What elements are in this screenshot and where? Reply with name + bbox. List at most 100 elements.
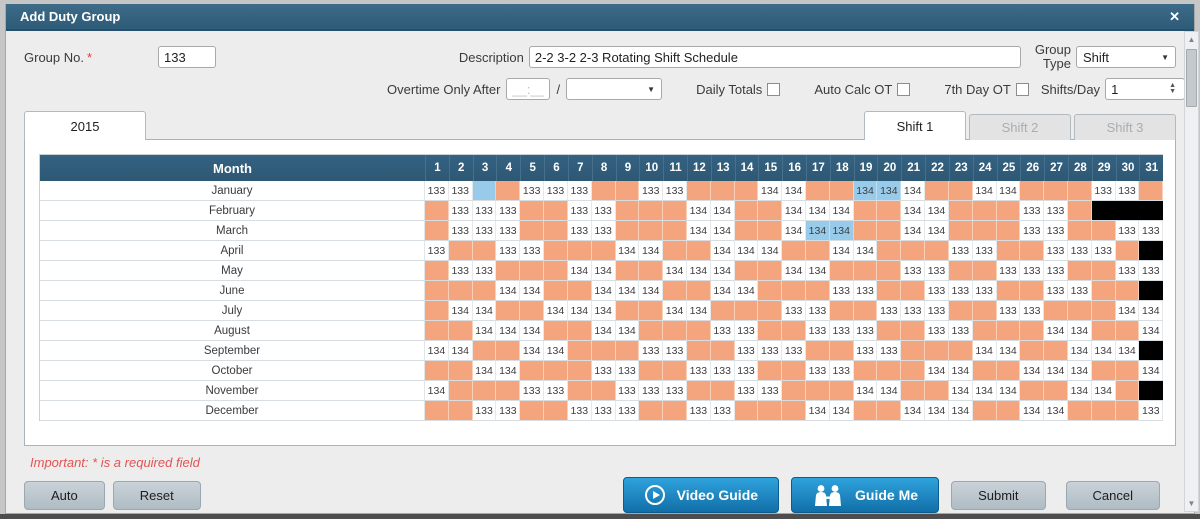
- day-cell[interactable]: [567, 341, 592, 360]
- day-cell[interactable]: [925, 381, 949, 400]
- day-cell[interactable]: [448, 361, 473, 380]
- day-cell[interactable]: [544, 281, 568, 300]
- day-cell[interactable]: [1115, 361, 1140, 380]
- day-cell[interactable]: [1020, 181, 1045, 200]
- day-cell[interactable]: 133: [806, 301, 830, 320]
- day-cell[interactable]: 133: [663, 341, 687, 360]
- day-cell[interactable]: [925, 181, 949, 200]
- day-cell[interactable]: [472, 241, 497, 260]
- seventh-day-ot-checkbox[interactable]: [1015, 82, 1029, 96]
- day-cell[interactable]: 133: [472, 221, 497, 240]
- day-cell[interactable]: [996, 321, 1021, 340]
- day-cell[interactable]: 134: [877, 181, 902, 200]
- day-cell[interactable]: 134: [567, 261, 592, 280]
- day-cell[interactable]: 134: [829, 201, 854, 220]
- day-cell[interactable]: [877, 221, 902, 240]
- group-type-dropdown[interactable]: Shift ▼: [1076, 46, 1176, 68]
- day-cell[interactable]: 134: [1020, 401, 1045, 420]
- day-cell[interactable]: [663, 221, 687, 240]
- day-cell[interactable]: [425, 261, 449, 280]
- day-cell[interactable]: [901, 281, 926, 300]
- day-cell[interactable]: [1091, 401, 1116, 420]
- day-cell[interactable]: [877, 321, 902, 340]
- day-cell[interactable]: [782, 281, 806, 300]
- day-cell[interactable]: [758, 401, 783, 420]
- day-cell[interactable]: 134: [972, 181, 997, 200]
- day-cell[interactable]: 134: [710, 281, 735, 300]
- day-cell[interactable]: 133: [901, 261, 926, 280]
- day-cell[interactable]: [1020, 241, 1045, 260]
- day-cell[interactable]: 133: [877, 341, 902, 360]
- day-cell[interactable]: 134: [663, 301, 687, 320]
- day-cell[interactable]: 134: [591, 301, 616, 320]
- day-cell[interactable]: 134: [925, 201, 949, 220]
- day-cell[interactable]: [615, 201, 640, 220]
- day-cell[interactable]: 133: [806, 361, 830, 380]
- day-cell[interactable]: 133: [1091, 241, 1116, 260]
- day-cell[interactable]: [972, 201, 997, 220]
- day-cell[interactable]: [782, 401, 806, 420]
- day-cell[interactable]: 134: [496, 281, 521, 300]
- day-cell[interactable]: [567, 321, 592, 340]
- day-cell[interactable]: [806, 281, 830, 300]
- day-cell[interactable]: 134: [948, 401, 973, 420]
- day-cell[interactable]: [948, 221, 973, 240]
- day-cell[interactable]: 133: [615, 401, 640, 420]
- day-cell[interactable]: [591, 181, 616, 200]
- day-cell[interactable]: 134: [1067, 361, 1092, 380]
- day-cell[interactable]: 134: [1044, 361, 1068, 380]
- day-cell[interactable]: [663, 321, 687, 340]
- video-guide-button[interactable]: Video Guide: [622, 477, 780, 513]
- day-cell[interactable]: 134: [925, 221, 949, 240]
- day-cell[interactable]: 134: [520, 321, 545, 340]
- submit-button[interactable]: Submit: [951, 480, 1046, 510]
- day-cell[interactable]: [1067, 201, 1092, 220]
- day-cell[interactable]: [734, 401, 759, 420]
- day-cell[interactable]: [1091, 301, 1116, 320]
- day-cell[interactable]: [615, 261, 640, 280]
- day-cell[interactable]: [1067, 181, 1092, 200]
- day-cell[interactable]: 134: [853, 181, 878, 200]
- day-cell[interactable]: 134: [782, 261, 806, 280]
- day-cell[interactable]: 134: [544, 301, 568, 320]
- day-cell[interactable]: 134: [758, 241, 783, 260]
- day-cell[interactable]: [853, 201, 878, 220]
- day-cell[interactable]: 134: [806, 401, 830, 420]
- day-cell[interactable]: [1139, 201, 1164, 220]
- day-cell[interactable]: 133: [1139, 401, 1164, 420]
- day-cell[interactable]: [1115, 281, 1140, 300]
- day-cell[interactable]: 134: [567, 301, 592, 320]
- day-cell[interactable]: 134: [710, 241, 735, 260]
- day-cell[interactable]: 134: [853, 381, 878, 400]
- day-cell[interactable]: 134: [948, 361, 973, 380]
- day-cell[interactable]: [1067, 261, 1092, 280]
- day-cell[interactable]: 134: [710, 221, 735, 240]
- day-cell[interactable]: [567, 241, 592, 260]
- day-cell[interactable]: 133: [1044, 221, 1068, 240]
- day-cell[interactable]: 134: [639, 281, 664, 300]
- day-cell[interactable]: [996, 281, 1021, 300]
- day-cell[interactable]: 134: [829, 241, 854, 260]
- day-cell[interactable]: [448, 401, 473, 420]
- day-cell[interactable]: 134: [996, 341, 1021, 360]
- day-cell[interactable]: [758, 281, 783, 300]
- day-cell[interactable]: 133: [1044, 281, 1068, 300]
- day-cell[interactable]: [1044, 181, 1068, 200]
- day-cell[interactable]: 134: [901, 181, 926, 200]
- day-cell[interactable]: [901, 321, 926, 340]
- day-cell[interactable]: [615, 221, 640, 240]
- day-cell[interactable]: [520, 201, 545, 220]
- day-cell[interactable]: 134: [710, 201, 735, 220]
- day-cell[interactable]: 133: [782, 301, 806, 320]
- day-cell[interactable]: [901, 381, 926, 400]
- day-cell[interactable]: 134: [829, 401, 854, 420]
- tab-shift-1[interactable]: Shift 1: [864, 111, 966, 140]
- day-cell[interactable]: 134: [972, 381, 997, 400]
- day-cell[interactable]: 133: [1020, 261, 1045, 280]
- day-cell[interactable]: [425, 201, 449, 220]
- day-cell[interactable]: 133: [901, 301, 926, 320]
- day-cell[interactable]: [1044, 341, 1068, 360]
- day-cell[interactable]: [1139, 381, 1164, 400]
- day-cell[interactable]: [1091, 321, 1116, 340]
- day-cell[interactable]: 133: [639, 341, 664, 360]
